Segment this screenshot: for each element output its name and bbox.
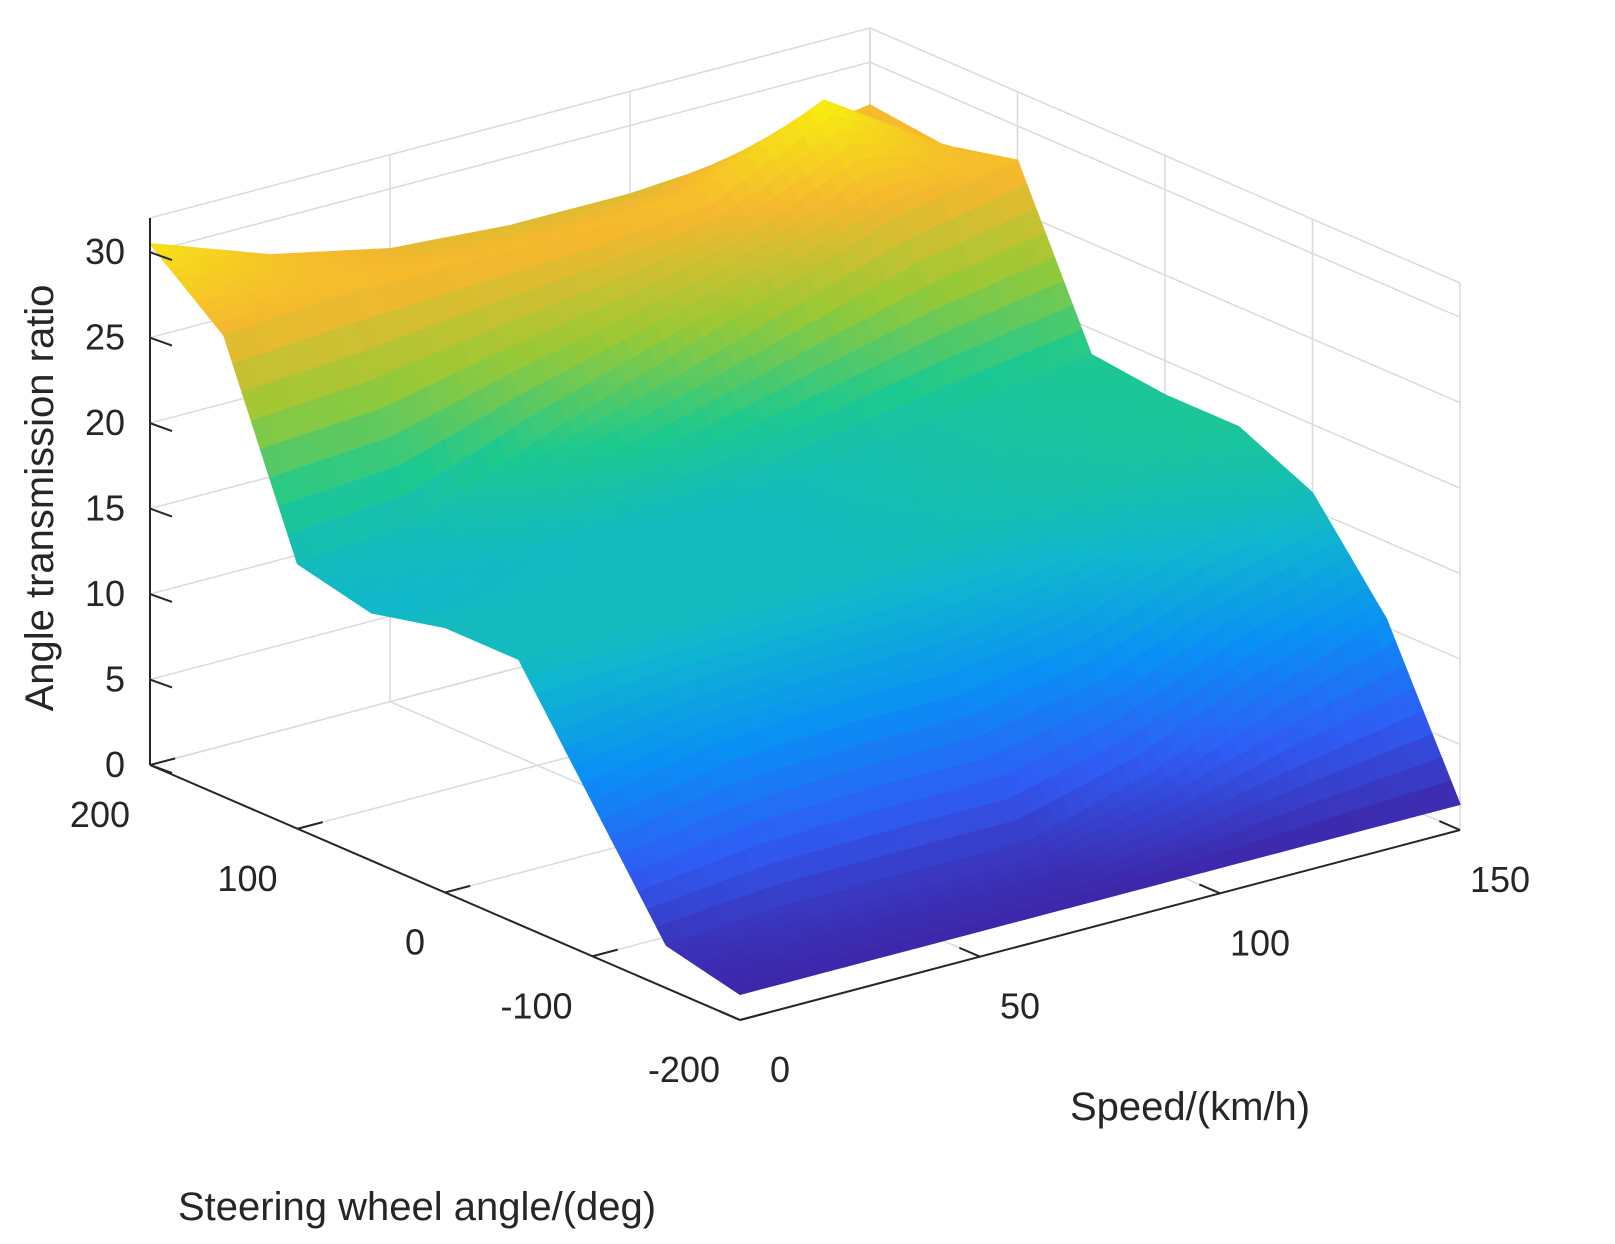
grid-line [869, 27, 1461, 284]
x-tick [1438, 820, 1461, 831]
z-tick [149, 507, 173, 518]
tick-labels: 0 50 100 150 -200 -100 0 100 200 0 5 10 15 20 25 30 [70, 231, 1530, 1090]
y-tick-label: 200 [70, 794, 130, 835]
z-tick [149, 593, 173, 603]
y-tick-label: 0 [405, 922, 425, 963]
y-tick-label: -100 [500, 985, 572, 1026]
grid-line [869, 61, 1461, 318]
x-tick-label: 100 [1230, 922, 1290, 963]
x-axis-title: Speed/(km/h) [1070, 1085, 1310, 1129]
axes [149, 218, 1461, 1021]
y-tick [444, 884, 471, 894]
z-tick [149, 251, 173, 262]
z-axis-title: Angle transmission ratio [18, 285, 62, 712]
surface [149, 99, 1461, 996]
z-tick-label: 10 [85, 573, 125, 614]
z-tick-label: 30 [85, 231, 125, 272]
y-tick [297, 821, 323, 830]
grid-line [149, 27, 871, 219]
z-tick [149, 764, 173, 774]
z-tick-label: 0 [105, 744, 125, 785]
z-tick-label: 15 [85, 488, 125, 529]
y-tick [149, 757, 176, 766]
y-tick-label: 100 [217, 858, 277, 899]
z-tick [149, 422, 173, 432]
x-tick-label: 0 [770, 1049, 790, 1090]
x-tick [718, 1010, 741, 1021]
z-tick-label: 25 [85, 317, 125, 358]
surface-patch [730, 983, 756, 996]
grid-line [149, 61, 871, 253]
z-tick [149, 678, 173, 689]
y-tick-label: -200 [648, 1049, 720, 1090]
z-tick [149, 336, 173, 347]
x-tick-label: 150 [1470, 859, 1530, 900]
z-tick-label: 20 [85, 402, 125, 443]
y-tick [592, 948, 618, 958]
x-tick [1198, 883, 1221, 895]
z-tick-label: 5 [105, 659, 125, 700]
x-tick-label: 50 [1000, 986, 1040, 1027]
y-tick [739, 1012, 766, 1021]
x-tick [958, 946, 981, 958]
y-axis-title: Steering wheel angle/(deg) [178, 1185, 656, 1229]
x-axis-line [739, 829, 1461, 1021]
